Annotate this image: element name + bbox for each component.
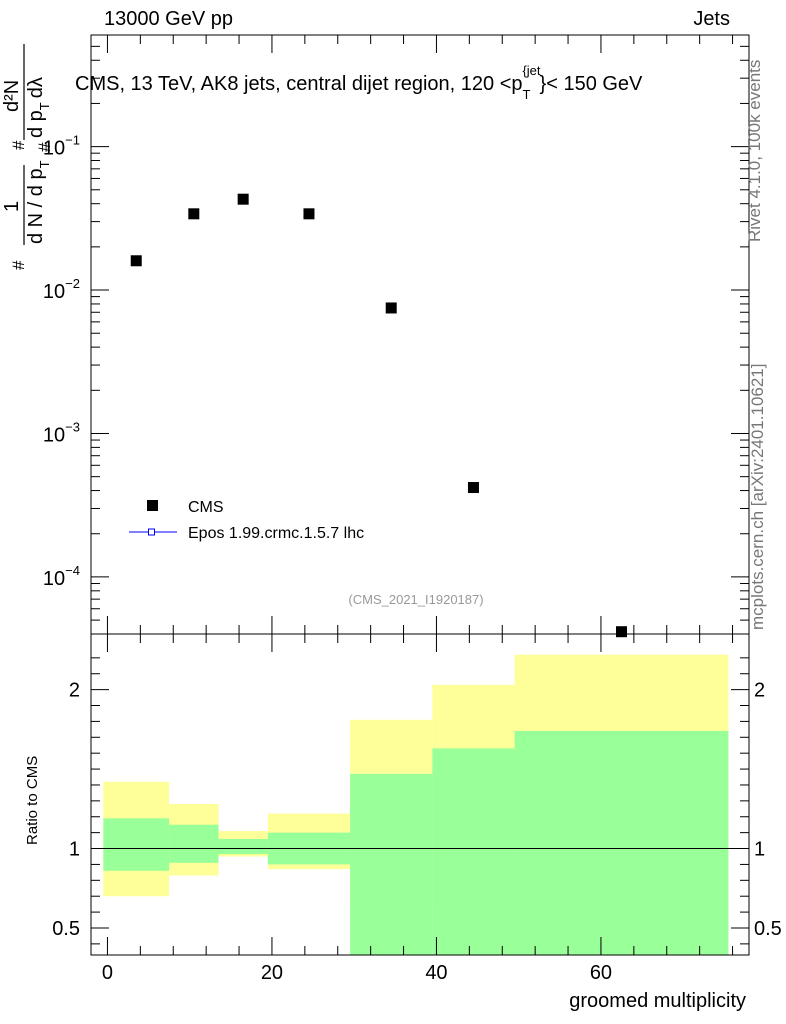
mcplots-citation: mcplots.cern.ch [arXiv:2401.10621] (748, 363, 767, 630)
ylabel-frac-den: d N / d pT (25, 160, 52, 244)
legend-marker-cms (147, 500, 158, 511)
y-tick-label-0: 10−4 (43, 563, 80, 590)
legend-label-epos: Epos 1.99.crmc.1.5.7 lhc (188, 525, 364, 542)
ratio-band-stat-5 (432, 748, 515, 955)
ratio-bands (103, 654, 729, 955)
main-plot-frame (90, 34, 750, 635)
y-tick-label-3: 10−1 (43, 133, 80, 160)
r-tick-label-left-1: 1 (69, 839, 80, 861)
y-tick-label-2: 10−2 (43, 276, 80, 303)
ratio-band-stat-0 (103, 818, 170, 871)
axis-ticks: 0 20 40 60 10−4 10−3 10−2 10−1 0.5 0.5 1 1 2 2 (43, 35, 782, 984)
data-point-0 (130, 255, 142, 267)
y-tick-label-1: 10−3 (43, 419, 80, 446)
ratio-plot-frame (90, 633, 750, 956)
data-point-6 (616, 626, 628, 638)
legend: CMS Epos 1.99.crmc.1.5.7 lhc (129, 499, 364, 542)
ylabel-hash-1: # (9, 260, 28, 270)
data-point-4 (385, 302, 397, 314)
ratio-band-stat-4 (350, 773, 433, 955)
data-point-1 (188, 208, 200, 220)
plot-title: CMS, 13 TeV, AK8 jets, central dijet reg… (75, 63, 643, 102)
ratio-band-stat-6 (514, 730, 729, 955)
x-tick-label-0: 0 (102, 962, 113, 984)
x-tick-label-1: 20 (261, 962, 283, 984)
legend-label-cms: CMS (188, 499, 224, 516)
r-tick-label-right-2: 2 (754, 680, 765, 702)
x-axis-label: groomed multiplicity (569, 990, 746, 1012)
r-tick-label-right-0: 0.5 (754, 918, 782, 940)
r-tick-label-left-0: 0.5 (52, 918, 80, 940)
data-markers (130, 193, 628, 638)
r-tick-label-right-1: 1 (754, 839, 765, 861)
ylabel-hash-2: # (9, 140, 28, 150)
ratio-y-axis-label: Ratio to CMS (24, 756, 41, 845)
rivet-version: Rivet 4.1.0, 100k events (745, 59, 764, 242)
data-point-2 (237, 193, 249, 205)
header-energy: 13000 GeV pp (104, 8, 233, 30)
data-point-3 (303, 208, 315, 220)
legend-marker-epos (148, 528, 155, 536)
ylabel-frac-num: 1 (1, 201, 23, 212)
main-y-axis-label: # 1 d N / d pT # d²N # d pTdλ (1, 44, 54, 270)
x-tick-label-3: 60 (590, 962, 612, 984)
ylabel-num2: d²N (1, 80, 23, 112)
ylabel-hash-3: # (35, 142, 54, 152)
r-tick-label-left-2: 2 (69, 680, 80, 702)
ratio-band-stat-2 (218, 838, 268, 855)
ylabel-den2: d pTdλ (25, 77, 52, 138)
data-point-5 (467, 482, 479, 494)
analysis-id: (CMS_2021_I1920187) (348, 592, 483, 607)
x-tick-label-2: 40 (425, 962, 447, 984)
header-category: Jets (693, 8, 730, 30)
ratio-band-stat-1 (169, 824, 219, 863)
